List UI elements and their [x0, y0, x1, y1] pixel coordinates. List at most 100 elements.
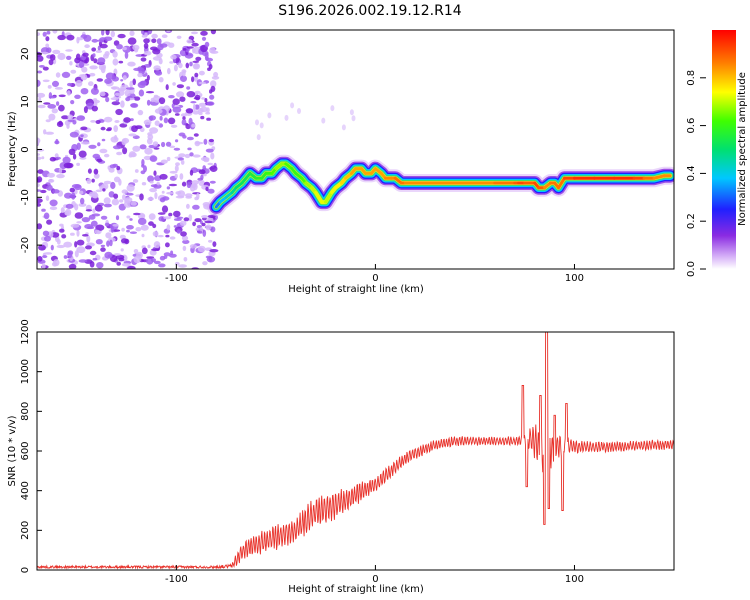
- noise-speck: [158, 97, 166, 105]
- noise-speck: [88, 144, 97, 149]
- noise-speck: [151, 33, 158, 39]
- noise-speck: [63, 192, 73, 199]
- noise-speck: [152, 231, 159, 237]
- noise-speck: [167, 117, 176, 125]
- noise-speck: [147, 197, 154, 201]
- noise-speck: [144, 32, 148, 38]
- noise-speck: [166, 191, 174, 195]
- noise-speck: [121, 138, 127, 146]
- noise-speck: [37, 153, 41, 156]
- noise-speck: [82, 234, 89, 237]
- noise-speck: [37, 32, 41, 36]
- noise-speck: [297, 108, 301, 114]
- noise-speck: [37, 104, 46, 109]
- y-tick-label: 1000: [20, 359, 31, 384]
- chart-title: S196.2026.002.19.12.R14: [278, 3, 461, 19]
- noise-speck: [43, 102, 51, 105]
- noise-speck: [110, 136, 119, 143]
- noise-speck: [200, 174, 204, 180]
- noise-speck: [104, 153, 110, 158]
- noise-speck: [208, 138, 214, 143]
- noise-speck: [180, 231, 187, 237]
- noise-speck: [165, 242, 170, 248]
- colorbar-gradient: [712, 30, 736, 269]
- noise-speck: [192, 60, 200, 63]
- noise-speck: [110, 30, 116, 38]
- noise-speck: [159, 173, 168, 180]
- noise-speck: [37, 189, 42, 192]
- noise-speck: [149, 180, 154, 184]
- noise-speck: [76, 115, 86, 121]
- noise-speck: [163, 117, 169, 124]
- noise-speck: [80, 197, 85, 205]
- noise-speck: [168, 183, 178, 187]
- noise-speck: [122, 147, 128, 155]
- noise-speck: [104, 51, 110, 57]
- noise-speck: [153, 94, 159, 98]
- noise-speck: [186, 46, 195, 49]
- noise-speck: [37, 92, 46, 98]
- noise-speck: [161, 205, 169, 213]
- noise-speck: [194, 90, 201, 94]
- noise-speck: [68, 148, 76, 155]
- noise-speck: [56, 101, 60, 106]
- noise-speck: [176, 35, 182, 39]
- noise-speck: [92, 208, 96, 214]
- noise-speck: [112, 145, 122, 150]
- colorbar-tick-label: 0.8: [686, 70, 697, 86]
- noise-speck: [37, 176, 43, 183]
- noise-speck: [89, 250, 97, 256]
- noise-speck: [146, 74, 150, 81]
- noise-speck: [50, 244, 54, 251]
- noise-speck: [149, 249, 157, 256]
- noise-speck: [201, 215, 209, 219]
- noise-speck: [209, 249, 219, 253]
- noise-speck: [162, 196, 170, 201]
- noise-speck: [152, 141, 159, 147]
- noise-speck: [42, 66, 49, 71]
- noise-speck: [180, 159, 185, 165]
- noise-speck: [191, 31, 198, 35]
- noise-speck: [143, 30, 149, 33]
- noise-speck: [99, 148, 108, 154]
- noise-speck: [138, 89, 145, 97]
- noise-speck: [172, 82, 176, 86]
- noise-speck: [148, 115, 156, 121]
- noise-speck: [48, 95, 57, 99]
- noise-speck: [51, 108, 58, 114]
- top-y-ticks: -20 -10 0 10 20: [20, 48, 42, 253]
- noise-speck: [47, 85, 52, 89]
- noise-speck: [146, 99, 151, 106]
- noise-speck: [157, 234, 164, 238]
- x-tick-label: 0: [372, 574, 378, 585]
- noise-speck: [149, 127, 159, 134]
- noise-speck: [76, 239, 85, 246]
- noise-speck: [105, 96, 110, 103]
- noise-speck: [127, 265, 136, 269]
- noise-speck: [197, 108, 204, 113]
- noise-speck: [102, 188, 106, 192]
- noise-speck: [133, 255, 141, 264]
- noise-speck: [330, 105, 335, 112]
- noise-speck: [58, 104, 65, 112]
- noise-speck: [118, 257, 125, 262]
- noise-speck: [176, 229, 181, 234]
- noise-speck: [63, 255, 68, 259]
- noise-speck: [86, 235, 91, 243]
- noise-speck: [165, 141, 172, 147]
- noise-speck: [76, 142, 81, 150]
- noise-speck: [184, 193, 193, 198]
- noise-speck: [61, 234, 67, 239]
- noise-speck: [41, 262, 46, 269]
- noise-speck: [62, 156, 71, 164]
- noise-speck: [95, 120, 101, 124]
- noise-speck: [159, 43, 168, 48]
- noise-speck: [209, 180, 216, 184]
- noise-speck: [175, 191, 182, 195]
- noise-speck: [74, 241, 78, 248]
- noise-speck: [191, 42, 199, 47]
- noise-speck: [100, 247, 106, 252]
- noise-speck: [71, 184, 81, 189]
- noise-speck: [173, 147, 181, 151]
- noise-speck: [126, 184, 135, 192]
